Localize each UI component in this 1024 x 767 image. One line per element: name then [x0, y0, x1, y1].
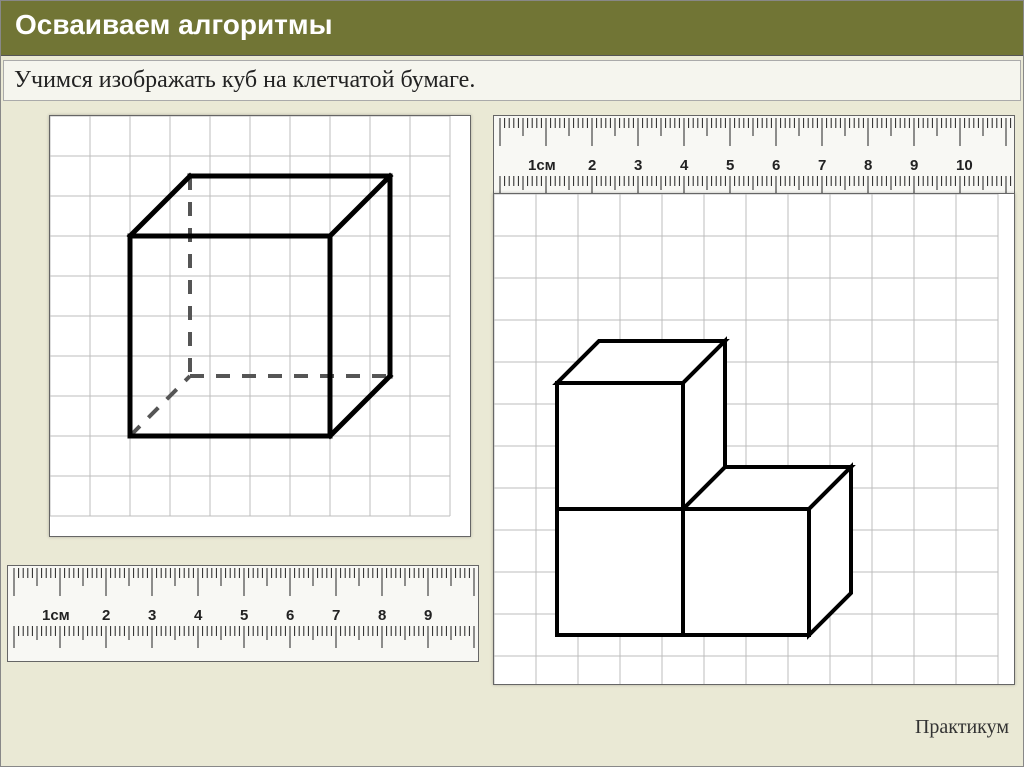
svg-text:6: 6 [286, 607, 294, 624]
svg-text:9: 9 [424, 607, 432, 624]
title-bar: Осваиваем алгоритмы [1, 1, 1023, 56]
svg-text:4: 4 [194, 607, 203, 624]
footer-label: Практикум [915, 716, 1009, 739]
content-area: 1см 2 3 4 5 6 7 8 9 1см 2 3 4 5 6 7 8 9 10 Практикум [1, 105, 1023, 745]
svg-text:1см: 1см [42, 607, 70, 624]
slide-title: Осваиваем алгоритмы [15, 9, 1009, 41]
svg-text:10: 10 [956, 157, 973, 174]
svg-text:5: 5 [726, 157, 734, 174]
svg-text:7: 7 [818, 157, 826, 174]
ruler-bottom-left: 1см 2 3 4 5 6 7 8 9 [7, 565, 479, 662]
ruler1-svg: 1см 2 3 4 5 6 7 8 9 [8, 566, 478, 661]
svg-text:1см: 1см [528, 157, 556, 174]
svg-text:6: 6 [772, 157, 780, 174]
svg-text:4: 4 [680, 157, 689, 174]
right-shape-svg [494, 194, 1014, 684]
svg-text:2: 2 [102, 607, 110, 624]
svg-text:5: 5 [240, 607, 248, 624]
svg-text:7: 7 [332, 607, 340, 624]
right-shape-panel [493, 193, 1015, 685]
subtitle-bar: Учимся изображать куб на клетчатой бумаг… [3, 60, 1021, 101]
svg-text:9: 9 [910, 157, 918, 174]
svg-text:2: 2 [588, 157, 596, 174]
left-cube-svg [50, 116, 470, 536]
slide-subtitle: Учимся изображать куб на клетчатой бумаг… [14, 67, 1010, 94]
left-cube-panel [49, 115, 471, 537]
svg-text:8: 8 [864, 157, 872, 174]
svg-text:8: 8 [378, 607, 386, 624]
svg-text:3: 3 [634, 157, 642, 174]
svg-text:3: 3 [148, 607, 156, 624]
